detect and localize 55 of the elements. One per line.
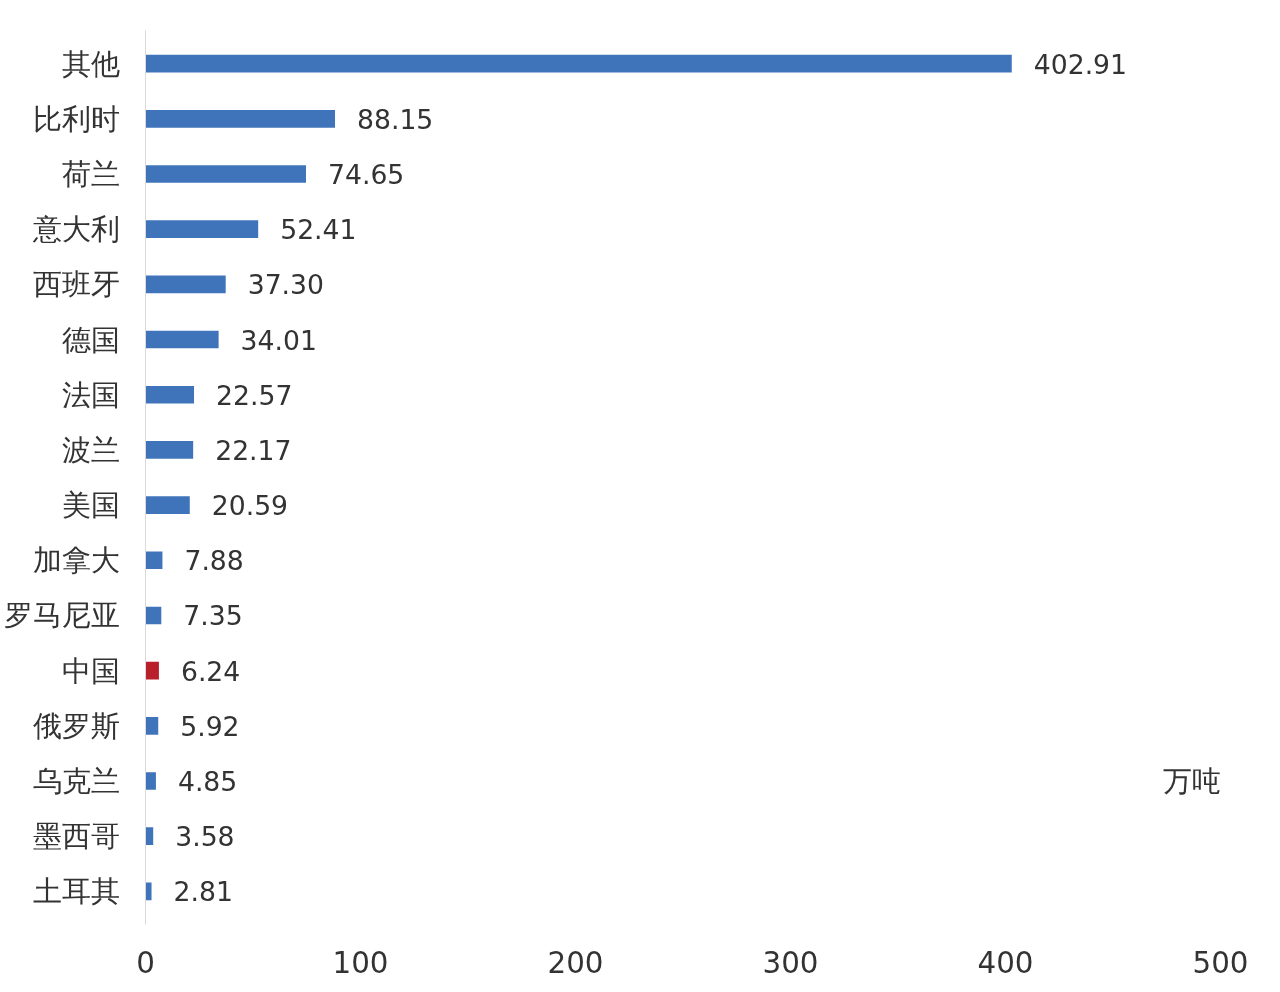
x-tick-label: 300 (762, 945, 819, 980)
y-tick-label: 加拿大 (32, 543, 120, 578)
y-tick-label: 美国 (61, 488, 120, 523)
data-label: 5.92 (180, 710, 240, 742)
bar (145, 882, 152, 901)
y-tick-label: 西班牙 (32, 267, 120, 302)
y-tick-label: 乌克兰 (32, 764, 120, 799)
data-label: 34.01 (240, 324, 317, 356)
y-tick-label: 波兰 (61, 432, 120, 467)
y-tick-label: 德国 (61, 322, 120, 357)
y-tick-label: 比利时 (32, 101, 120, 136)
bar (145, 54, 1012, 73)
data-label: 2.81 (173, 876, 233, 908)
x-tick-label: 100 (332, 945, 389, 980)
data-label: 4.85 (177, 766, 238, 798)
bar (145, 606, 162, 625)
y-tick-label: 其他 (61, 46, 120, 81)
bar (145, 385, 195, 404)
data-label: 88.15 (357, 103, 434, 135)
bar (145, 772, 156, 790)
bar (145, 330, 219, 349)
data-label: 37.30 (247, 269, 325, 301)
data-label: 6.24 (180, 655, 241, 687)
bar (145, 717, 159, 735)
data-label: 52.41 (280, 214, 357, 246)
x-tick-label: 400 (977, 945, 1034, 980)
data-label: 22.57 (216, 379, 293, 411)
y-tick-label: 意大利 (31, 212, 120, 247)
bar (145, 661, 159, 680)
y-tick-label: 法国 (61, 377, 120, 412)
y-tick-label: 荷兰 (61, 156, 120, 191)
data-label: 7.35 (183, 600, 243, 632)
bar (145, 551, 163, 570)
bar (145, 827, 154, 846)
data-label: 74.65 (328, 158, 405, 190)
data-label: 402.91 (1033, 48, 1128, 80)
data-label: 7.88 (184, 545, 244, 577)
y-tick-label: 土耳其 (32, 874, 120, 909)
bar (145, 441, 194, 459)
bar (145, 109, 336, 128)
y-tick-label: 俄罗斯 (32, 708, 120, 743)
data-label: 22.17 (215, 434, 292, 466)
y-tick-label: 墨西哥 (32, 819, 120, 854)
x-tick-label: 500 (1192, 945, 1249, 980)
bar (145, 220, 259, 238)
bar (145, 275, 226, 294)
data-label: 20.59 (211, 490, 289, 522)
x-tick-label: 0 (136, 945, 155, 980)
x-tick-label: 200 (547, 945, 604, 980)
bar (145, 496, 190, 514)
annotation: 万吨 (1162, 764, 1221, 799)
data-label: 3.58 (175, 821, 235, 853)
y-tick-label: 中国 (61, 653, 120, 688)
y-tick-label: 罗马尼亚 (3, 598, 120, 633)
bar (145, 165, 306, 183)
